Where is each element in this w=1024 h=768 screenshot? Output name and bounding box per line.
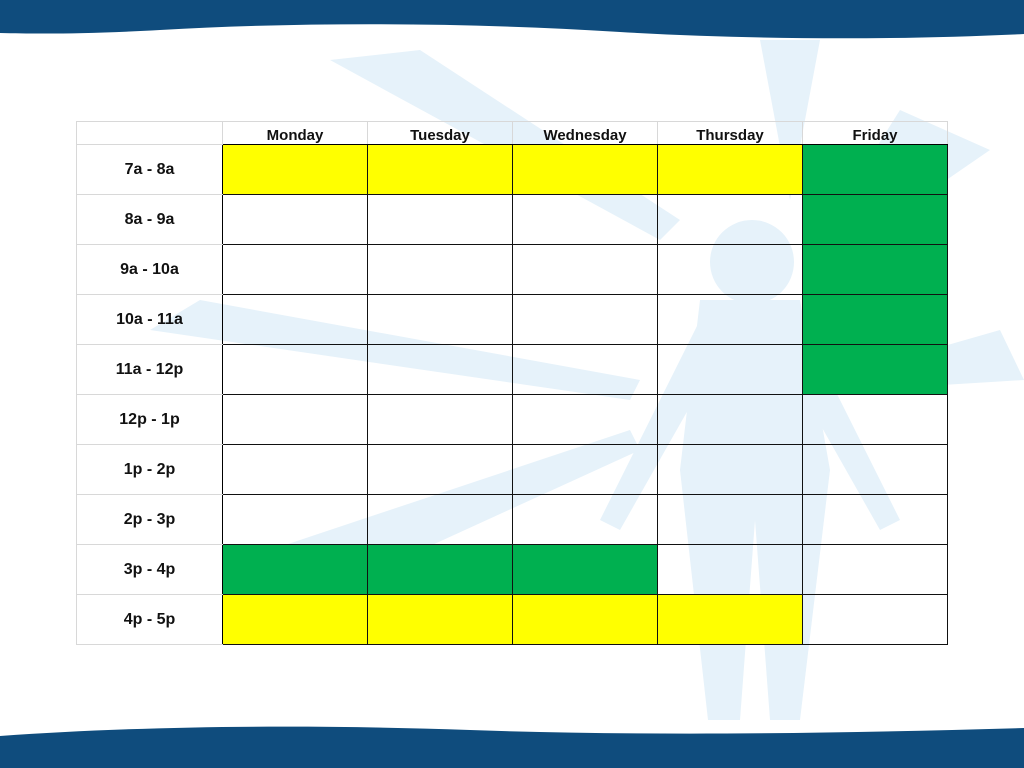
weekly-schedule-table: Monday Tuesday Wednesday Thursday Friday 7a …: [76, 121, 948, 645]
time-slot-label: 3p - 4p: [76, 544, 223, 595]
table-row: 1p - 2p: [76, 444, 948, 495]
day-header-wednesday: Wednesday: [512, 121, 658, 145]
schedule-cell-wednesday-yellow: [512, 144, 658, 195]
table-row: 4p - 5p: [76, 594, 948, 645]
time-slot-label: 7a - 8a: [76, 144, 223, 195]
day-header-friday: Friday: [802, 121, 948, 145]
schedule-cell-tuesday-empty: [367, 294, 513, 345]
schedule-cell-friday-green: [802, 194, 948, 245]
schedule-cell-tuesday-empty: [367, 394, 513, 445]
schedule-cell-monday-empty: [222, 344, 368, 395]
schedule-cell-monday-empty: [222, 494, 368, 545]
table-row: 8a - 9a: [76, 194, 948, 245]
schedule-cell-friday-empty: [802, 444, 948, 495]
schedule-cell-tuesday-empty: [367, 494, 513, 545]
schedule-cell-thursday-empty: [657, 544, 803, 595]
table-row: 12p - 1p: [76, 394, 948, 445]
schedule-cell-thursday-empty: [657, 394, 803, 445]
schedule-cell-monday-empty: [222, 294, 368, 345]
schedule-cell-monday-empty: [222, 444, 368, 495]
schedule-cell-thursday-yellow: [657, 594, 803, 645]
day-header-thursday: Thursday: [657, 121, 803, 145]
schedule-cell-thursday-yellow: [657, 144, 803, 195]
table-row: 11a - 12p: [76, 344, 948, 395]
schedule-cell-monday-yellow: [222, 594, 368, 645]
corner-cell: [76, 121, 223, 145]
schedule-cell-wednesday-green: [512, 544, 658, 595]
table-row: 3p - 4p: [76, 544, 948, 595]
table-row: 9a - 10a: [76, 244, 948, 295]
time-slot-label: 2p - 3p: [76, 494, 223, 545]
table-row: 2p - 3p: [76, 494, 948, 545]
schedule-cell-friday-green: [802, 344, 948, 395]
header-row: Monday Tuesday Wednesday Thursday Friday: [76, 121, 948, 145]
time-slot-label: 9a - 10a: [76, 244, 223, 295]
schedule-cell-thursday-empty: [657, 194, 803, 245]
schedule-cell-tuesday-yellow: [367, 144, 513, 195]
schedule-cell-friday-empty: [802, 544, 948, 595]
schedule-cell-monday-green: [222, 544, 368, 595]
time-slot-label: 11a - 12p: [76, 344, 223, 395]
schedule-cell-tuesday-empty: [367, 444, 513, 495]
schedule-cell-wednesday-empty: [512, 444, 658, 495]
schedule-cell-friday-green: [802, 294, 948, 345]
table-row: 7a - 8a: [76, 144, 948, 195]
schedule-cell-tuesday-empty: [367, 244, 513, 295]
schedule-body: 7a - 8a 8a - 9a 9a - 10a 10a - 11a 11a - 12p…: [76, 144, 948, 645]
schedule-cell-tuesday-empty: [367, 194, 513, 245]
schedule-cell-wednesday-empty: [512, 244, 658, 295]
schedule-cell-thursday-empty: [657, 294, 803, 345]
time-slot-label: 10a - 11a: [76, 294, 223, 345]
schedule-cell-friday-empty: [802, 394, 948, 445]
time-slot-label: 4p - 5p: [76, 594, 223, 645]
schedule-cell-friday-empty: [802, 594, 948, 645]
schedule-cell-monday-yellow: [222, 144, 368, 195]
schedule-cell-tuesday-empty: [367, 344, 513, 395]
bottom-banner: [0, 718, 1024, 768]
top-banner: [0, 0, 1024, 44]
schedule-cell-monday-empty: [222, 394, 368, 445]
schedule-cell-thursday-empty: [657, 494, 803, 545]
day-header-tuesday: Tuesday: [367, 121, 513, 145]
schedule-cell-friday-green: [802, 244, 948, 295]
schedule-cell-thursday-empty: [657, 344, 803, 395]
schedule-cell-wednesday-empty: [512, 344, 658, 395]
schedule-cell-monday-empty: [222, 194, 368, 245]
schedule-cell-wednesday-yellow: [512, 594, 658, 645]
schedule-cell-wednesday-empty: [512, 494, 658, 545]
table-row: 10a - 11a: [76, 294, 948, 345]
schedule-cell-thursday-empty: [657, 444, 803, 495]
time-slot-label: 12p - 1p: [76, 394, 223, 445]
schedule-cell-friday-green: [802, 144, 948, 195]
schedule-cell-monday-empty: [222, 244, 368, 295]
time-slot-label: 1p - 2p: [76, 444, 223, 495]
schedule-cell-tuesday-yellow: [367, 594, 513, 645]
schedule-cell-wednesday-empty: [512, 194, 658, 245]
schedule-cell-tuesday-green: [367, 544, 513, 595]
schedule-cell-wednesday-empty: [512, 294, 658, 345]
schedule-cell-thursday-empty: [657, 244, 803, 295]
schedule-cell-friday-empty: [802, 494, 948, 545]
time-slot-label: 8a - 9a: [76, 194, 223, 245]
day-header-monday: Monday: [222, 121, 368, 145]
schedule-cell-wednesday-empty: [512, 394, 658, 445]
